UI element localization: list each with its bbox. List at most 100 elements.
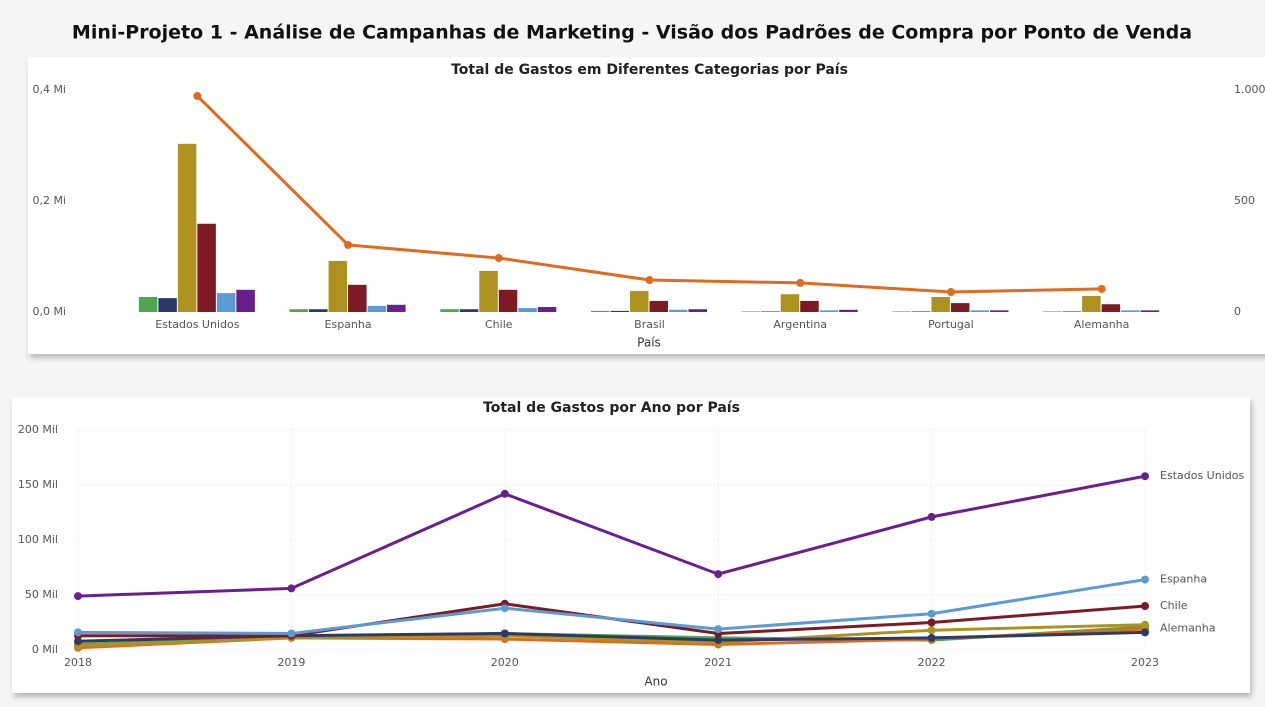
point (714, 625, 723, 634)
y2-tick-label: 1.000 (1234, 83, 1265, 96)
bar (348, 284, 367, 312)
bar (688, 309, 707, 312)
point (500, 489, 509, 498)
x-tick-label: Espanha (325, 318, 372, 331)
point (74, 637, 82, 646)
bar (328, 260, 348, 312)
point (645, 276, 654, 285)
point (287, 584, 296, 593)
point (287, 629, 296, 638)
bar (158, 298, 177, 312)
bar (479, 270, 498, 312)
x-tick-label: Argentina (773, 318, 827, 331)
bar (387, 304, 406, 312)
point (1141, 628, 1149, 637)
chart-title: Total de Gastos por Ano por País (483, 400, 740, 416)
card (12, 397, 1250, 693)
point (500, 629, 509, 638)
y-tick-label: 150 Mil (18, 478, 58, 491)
x-tick-label: Brasil (634, 318, 665, 331)
point (74, 592, 82, 601)
series-label: Espanha (1160, 573, 1207, 586)
point (494, 254, 503, 263)
series-label: Chile (1160, 599, 1188, 612)
x-tick-label: Chile (485, 318, 513, 331)
bar (1082, 295, 1101, 312)
point (927, 609, 936, 618)
series-label: Estados Unidos (1160, 469, 1244, 482)
bar (819, 310, 839, 312)
line (77, 578, 1146, 636)
y-tick-label: 200 Mil (18, 423, 58, 436)
line (77, 623, 1146, 648)
bar (216, 293, 236, 312)
chart-title: Total de Gastos em Diferentes Categorias… (451, 62, 848, 78)
x-axis-title: País (637, 336, 661, 350)
bar (309, 309, 328, 312)
y-tick-label: 50 Mil (25, 588, 58, 601)
y-tick-label: 0 Mil (32, 643, 58, 656)
x-tick-label: 2022 (918, 656, 946, 669)
bar (1062, 311, 1082, 312)
y-tick-label: 100 Mil (18, 533, 58, 546)
bar (669, 309, 688, 312)
point (1141, 602, 1149, 610)
point (1141, 472, 1149, 481)
x-tick-label: Portugal (928, 318, 974, 331)
point (946, 288, 955, 297)
dashboard-title: Mini-Projeto 1 - Análise de Campanhas de… (72, 22, 1192, 44)
point (927, 626, 936, 635)
bar (741, 311, 761, 312)
bar (950, 303, 970, 312)
x-tick-label: Estados Unidos (155, 318, 239, 331)
point (344, 240, 353, 249)
point (714, 636, 723, 645)
bar (498, 289, 518, 312)
bar (1043, 311, 1062, 312)
bar (989, 310, 1009, 312)
bar (1140, 310, 1160, 312)
point (927, 633, 936, 642)
bar (518, 308, 537, 312)
x-tick-label: 2018 (64, 656, 92, 669)
bar (911, 311, 931, 312)
y-tick-label: 0,0 Mi (32, 305, 66, 318)
bar (630, 290, 649, 312)
x-tick-label: 2020 (491, 656, 519, 669)
y2-tick-label: 500 (1234, 194, 1255, 207)
y2-tick-label: 0 (1234, 305, 1241, 318)
x-tick-label: 2023 (1131, 656, 1159, 669)
bar (800, 300, 819, 312)
bar (537, 307, 557, 312)
point (714, 570, 723, 579)
bar (892, 311, 911, 312)
point (927, 618, 936, 627)
bar (839, 309, 858, 312)
series-label: Alemanha (1160, 621, 1216, 634)
point (500, 604, 509, 613)
point (796, 278, 805, 287)
bar (931, 297, 950, 312)
bar (649, 300, 668, 312)
bar (780, 294, 800, 312)
y-tick-label: 0,2 Mi (32, 194, 66, 207)
bar (459, 309, 479, 312)
point (1141, 620, 1149, 629)
point (927, 512, 936, 521)
point (1097, 284, 1106, 293)
bar (236, 289, 255, 312)
bar (197, 223, 216, 312)
bar (761, 311, 780, 312)
x-tick-label: Alemanha (1074, 318, 1130, 331)
bar (1121, 310, 1140, 312)
bar (177, 143, 197, 312)
bar (1101, 304, 1121, 312)
bar (970, 310, 989, 312)
x-tick-label: 2021 (704, 656, 732, 669)
bar (591, 310, 610, 312)
bar (610, 310, 629, 312)
bar (440, 309, 459, 312)
x-tick-label: 2019 (277, 656, 305, 669)
point (1141, 575, 1149, 584)
y-tick-label: 0,4 Mi (32, 83, 66, 96)
